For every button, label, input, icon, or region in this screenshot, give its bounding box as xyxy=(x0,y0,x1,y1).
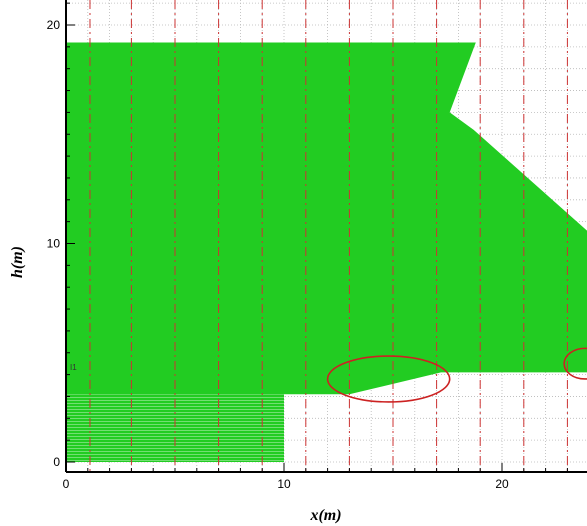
highlight-ellipse xyxy=(326,355,451,403)
fluid-domain-region xyxy=(66,42,587,462)
y-tick-label: 20 xyxy=(47,18,61,32)
x-tick-label: 10 xyxy=(277,477,291,491)
y-tick-label: 10 xyxy=(47,237,61,251)
inner-marker: I1 xyxy=(70,363,77,372)
fine-mesh-region xyxy=(66,394,284,462)
y-axis-label: h(m) xyxy=(9,246,26,278)
y-tick-label: 0 xyxy=(53,455,60,469)
x-tick-label: 20 xyxy=(495,477,509,491)
x-tick-label: 0 xyxy=(63,477,70,491)
x-axis-label: x(m) xyxy=(309,507,341,524)
highlight-ellipse xyxy=(563,347,587,380)
